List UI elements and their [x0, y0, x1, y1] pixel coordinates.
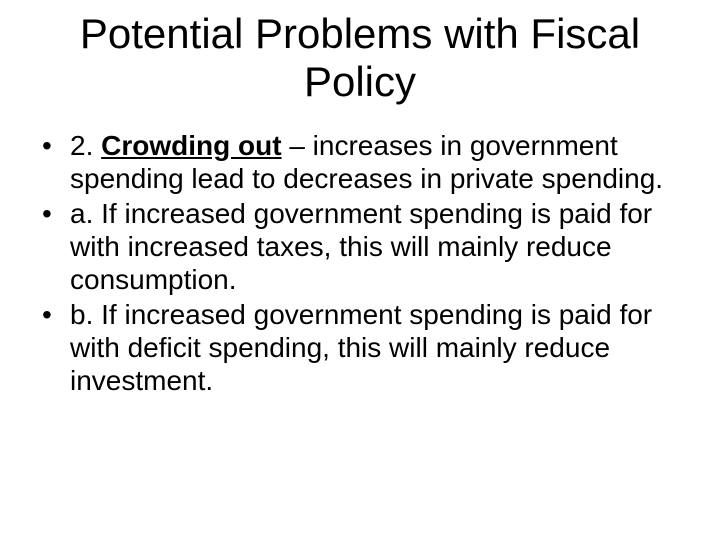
- bullet-rest: a. If increased government spending is p…: [70, 198, 652, 295]
- bullet-rest: b. If increased government spending is p…: [70, 299, 652, 396]
- bullet-term: Crowding out: [101, 130, 281, 161]
- slide: Potential Problems with Fiscal Policy 2.…: [0, 0, 720, 540]
- list-item: b. If increased government spending is p…: [42, 298, 690, 397]
- slide-title: Potential Problems with Fiscal Policy: [30, 10, 690, 107]
- list-item: 2. Crowding out – increases in governmen…: [42, 129, 690, 195]
- bullet-lead: 2.: [70, 130, 101, 161]
- list-item: a. If increased government spending is p…: [42, 197, 690, 296]
- bullet-list: 2. Crowding out – increases in governmen…: [30, 129, 690, 397]
